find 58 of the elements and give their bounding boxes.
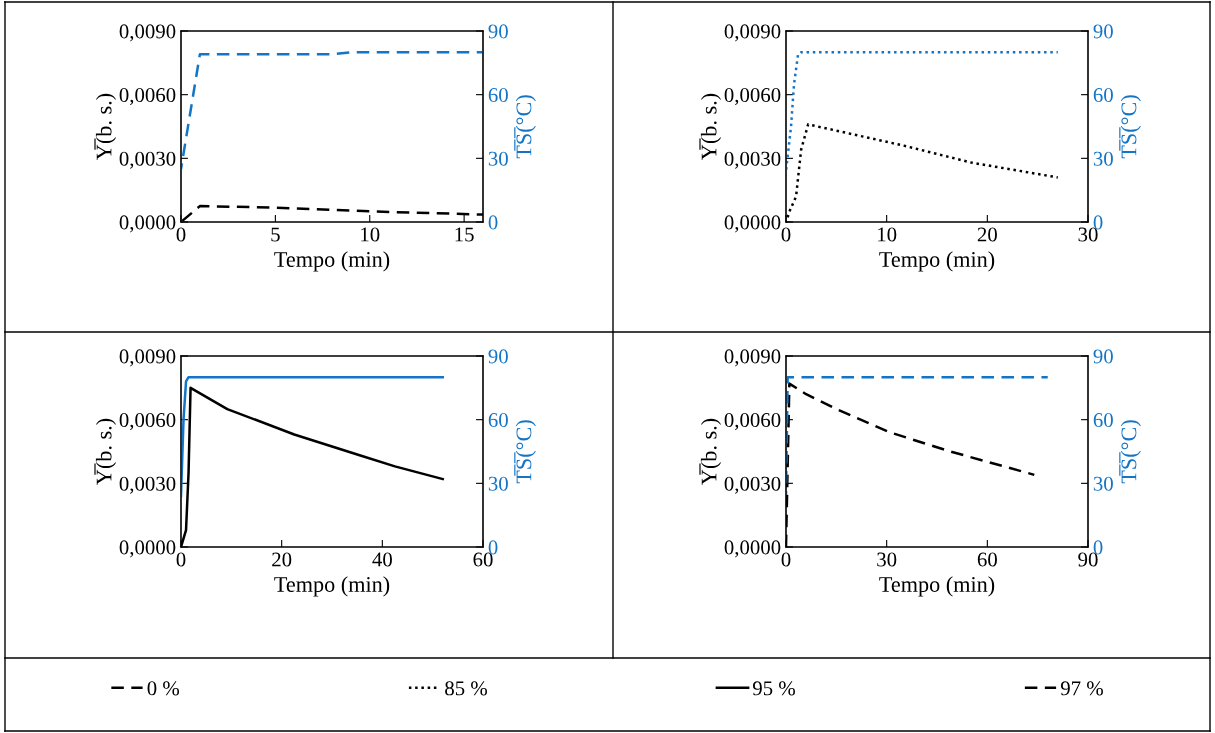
x-axis-title: Tempo (min) xyxy=(274,576,390,597)
x-tick-label: 0 xyxy=(176,552,186,567)
x-tick-label: 30 xyxy=(877,552,897,567)
y2-tick-label: 30 xyxy=(488,476,508,491)
y-tick-label: 0,0030 xyxy=(724,476,781,494)
x-tick-label: 40 xyxy=(372,552,392,567)
y-tick-label: 0,0090 xyxy=(724,24,781,42)
y2-tick-label: 90 xyxy=(488,24,508,39)
y2-axis-title: T̅S̅(°C) xyxy=(1119,420,1141,484)
x-tick-label: 10 xyxy=(361,227,380,242)
y-axis-title: Y̅(b. s.) xyxy=(699,93,722,160)
y-tick-label: 0,0090 xyxy=(724,349,781,367)
x-axis-title: Tempo (min) xyxy=(879,576,995,597)
x-tick-label: 20 xyxy=(272,552,292,567)
y-tick-label: 0,0060 xyxy=(724,88,781,106)
x-axis-title: Tempo (min) xyxy=(274,251,390,272)
legend-label: 85 % xyxy=(445,681,487,696)
y2-tick-label: 90 xyxy=(1093,349,1113,364)
x-tick-label: 60 xyxy=(977,552,997,567)
y-axis-title: Y̅(b. s.) xyxy=(699,418,722,485)
y-tick-label: 0,0030 xyxy=(119,476,176,494)
x-tick-label: 0 xyxy=(781,552,791,567)
y-tick-label: 0,0000 xyxy=(119,215,176,233)
legend-label: 0 % xyxy=(147,681,180,696)
y-tick-label: 0,0000 xyxy=(724,215,781,233)
y2-tick-label: 60 xyxy=(1093,413,1113,428)
y-tick-label: 0,0090 xyxy=(119,24,176,42)
y-tick-label: 0,0060 xyxy=(119,88,176,106)
y2-axis-title: T̅S̅(°C) xyxy=(1119,95,1141,159)
x-tick-label: 0 xyxy=(781,227,791,242)
y-axis-title: Y̅(b. s.) xyxy=(94,418,117,485)
y-tick-label: 0,0000 xyxy=(724,540,781,558)
y2-tick-label: 30 xyxy=(1093,151,1113,166)
y2-tick-label: 90 xyxy=(1093,24,1113,39)
y-tick-label: 0,0060 xyxy=(724,413,781,431)
y-tick-label: 0,0060 xyxy=(119,413,176,431)
y2-tick-label: 0 xyxy=(488,215,498,230)
legend-label: 97 % xyxy=(1060,681,1103,696)
y2-tick-label: 60 xyxy=(488,413,508,428)
x-tick-label: 15 xyxy=(455,227,474,242)
y2-tick-label: 30 xyxy=(488,151,508,166)
x-tick-label: 10 xyxy=(878,227,897,242)
y-axis-title: Y̅(b. s.) xyxy=(94,93,117,160)
y2-axis-title: T̅S̅(°C) xyxy=(514,420,536,484)
y2-tick-label: 60 xyxy=(1093,88,1113,103)
y-tick-label: 0,0030 xyxy=(724,151,781,169)
x-tick-label: 5 xyxy=(271,227,280,242)
legend-label: 95 % xyxy=(752,681,795,696)
y2-tick-label: 60 xyxy=(488,88,508,103)
y2-tick-label: 90 xyxy=(488,349,508,364)
x-tick-label: 20 xyxy=(977,227,997,242)
y-tick-label: 0,0030 xyxy=(119,151,176,169)
x-tick-label: 0 xyxy=(176,227,186,242)
x-axis-title: Tempo (min) xyxy=(879,251,995,272)
y-tick-label: 0,0090 xyxy=(119,349,176,367)
y2-tick-label: 30 xyxy=(1093,476,1113,491)
y-tick-label: 0,0000 xyxy=(119,540,176,558)
y2-axis-title: T̅S̅(°C) xyxy=(514,95,536,159)
